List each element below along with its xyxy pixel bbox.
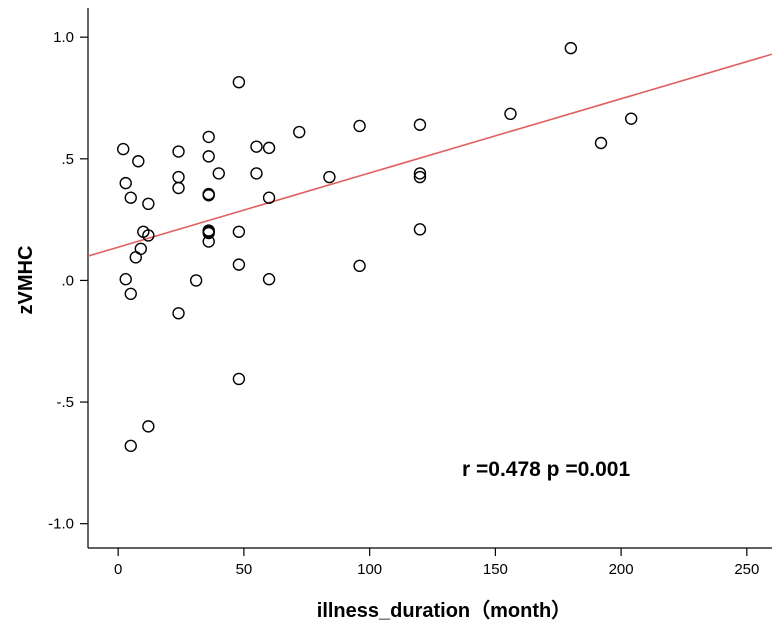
data-point bbox=[132, 155, 145, 168]
data-point bbox=[413, 167, 427, 180]
data-point bbox=[250, 167, 263, 180]
data-point bbox=[262, 273, 276, 286]
data-point bbox=[202, 150, 215, 163]
data-point bbox=[202, 225, 215, 238]
fit-line-group bbox=[87, 53, 772, 257]
data-point bbox=[124, 287, 137, 301]
x-axis-title: illness_duration（month） bbox=[317, 599, 571, 622]
data-point bbox=[232, 372, 246, 386]
data-point bbox=[202, 130, 215, 144]
data-point bbox=[323, 170, 336, 184]
data-point bbox=[504, 107, 517, 121]
data-point bbox=[142, 197, 155, 211]
data-point bbox=[172, 307, 185, 320]
data-point bbox=[413, 170, 427, 184]
y-tick-label: .0 bbox=[61, 272, 74, 289]
data-point bbox=[202, 189, 215, 202]
data-point bbox=[564, 41, 578, 55]
y-tick-label: -.5 bbox=[56, 394, 74, 411]
data-point bbox=[353, 259, 366, 273]
data-point bbox=[232, 75, 246, 89]
data-point bbox=[232, 258, 246, 271]
x-tick-label: 50 bbox=[236, 561, 253, 578]
data-point bbox=[594, 136, 608, 150]
data-point bbox=[117, 142, 130, 156]
data-point bbox=[293, 125, 306, 139]
data-point bbox=[119, 273, 132, 286]
data-point bbox=[172, 181, 185, 195]
data-point bbox=[124, 191, 137, 204]
x-tick-label: 0 bbox=[114, 561, 122, 578]
data-point bbox=[212, 167, 225, 180]
data-point bbox=[262, 141, 276, 155]
x-tick-label: 200 bbox=[609, 561, 634, 578]
x-tick-label: 250 bbox=[734, 561, 759, 578]
data-point bbox=[172, 170, 185, 184]
data-points bbox=[117, 41, 638, 453]
data-point bbox=[134, 242, 148, 256]
axes: 1.0 .5 .0 -.5 -1.0 0 50 100 150 200 250 bbox=[48, 8, 772, 578]
data-point bbox=[232, 225, 246, 238]
data-point bbox=[413, 223, 427, 236]
y-axis-title: zVMHC bbox=[15, 246, 37, 315]
x-tick-label: 150 bbox=[483, 561, 508, 578]
data-point bbox=[119, 176, 132, 190]
correlation-annotation: r =0.478 p =0.001 bbox=[462, 458, 630, 481]
y-tick-label: .5 bbox=[61, 151, 74, 168]
data-point bbox=[124, 439, 137, 453]
data-point bbox=[142, 420, 155, 433]
y-tick-label: 1.0 bbox=[53, 29, 74, 46]
data-point bbox=[189, 274, 203, 287]
y-tick-label: -1.0 bbox=[48, 516, 74, 533]
data-point bbox=[624, 112, 638, 125]
data-point bbox=[262, 191, 276, 204]
data-point bbox=[413, 118, 427, 131]
regression-line bbox=[87, 53, 772, 257]
data-point bbox=[250, 140, 263, 153]
x-tick-label: 100 bbox=[357, 561, 382, 578]
data-point bbox=[142, 229, 155, 242]
data-point bbox=[353, 119, 366, 133]
data-point bbox=[202, 235, 215, 248]
data-point bbox=[172, 145, 185, 158]
